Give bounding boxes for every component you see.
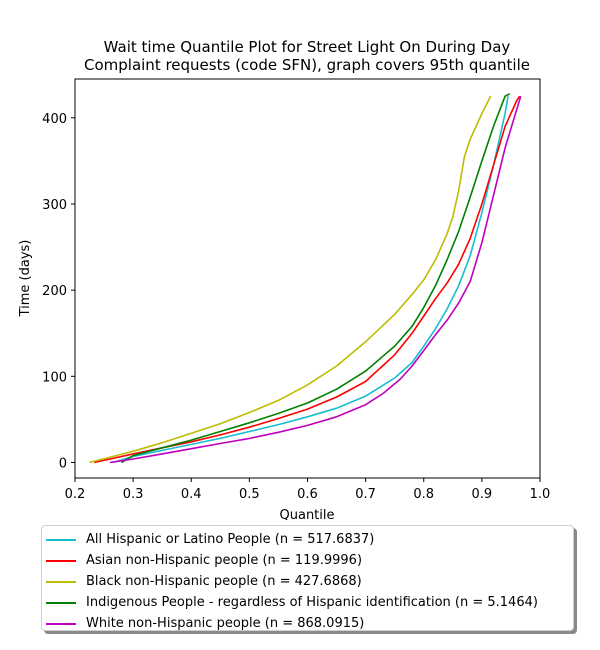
y-axis-label: Time (days) <box>18 240 33 318</box>
y-tick-label: 200 <box>42 284 67 299</box>
y-axis: 0 100 200 300 400 <box>42 112 75 471</box>
x-axis: 0.2 0.3 0.4 0.5 0.6 0.7 0.8 0.9 1.0 <box>65 478 551 502</box>
x-tick-label: 0.3 <box>123 487 144 502</box>
legend-swatch <box>46 622 76 625</box>
x-tick-label: 0.8 <box>413 487 434 502</box>
legend-label: Indigenous People - regardless of Hispan… <box>86 595 538 610</box>
legend-swatch <box>46 559 76 562</box>
series-line-5 <box>109 95 522 464</box>
chart-title-line-1: Wait time Quantile Plot for Street Light… <box>104 38 511 56</box>
legend-label: Black non-Hispanic people (n = 427.6868) <box>86 574 362 589</box>
legend-label: Asian non-Hispanic people (n = 119.9996) <box>86 553 363 568</box>
x-tick-label: 0.4 <box>181 487 202 502</box>
x-tick-label: 0.6 <box>297 487 318 502</box>
x-tick-label: 0.2 <box>65 487 86 502</box>
y-tick-label: 300 <box>42 198 67 213</box>
x-tick-label: 0.5 <box>239 487 260 502</box>
legend-swatch <box>46 538 76 541</box>
series-line-2 <box>94 95 521 464</box>
y-tick-label: 100 <box>42 370 67 385</box>
chart-legend: All Hispanic or Latino People (n = 517.6… <box>41 525 574 631</box>
legend-item: All Hispanic or Latino People (n = 517.6… <box>46 529 573 550</box>
series-line-1 <box>112 96 509 464</box>
legend-label: All Hispanic or Latino People (n = 517.6… <box>86 532 375 547</box>
x-axis-label: Quantile <box>280 508 335 520</box>
chart-svg: Wait time Quantile Plot for Street Light… <box>18 38 551 523</box>
x-tick-label: 0.9 <box>472 487 493 502</box>
legend-item: Indigenous People - regardless of Hispan… <box>46 592 573 613</box>
legend-item: White non-Hispanic people (n = 868.0915) <box>46 613 573 634</box>
legend-swatch <box>46 580 76 583</box>
plot-series <box>89 92 522 464</box>
legend-swatch <box>46 601 76 604</box>
x-tick-label: 1.0 <box>530 487 551 502</box>
y-tick-label: 400 <box>42 112 67 127</box>
legend-item: Asian non-Hispanic people (n = 119.9996) <box>46 550 573 571</box>
legend-item: Black non-Hispanic people (n = 427.6868) <box>46 571 573 592</box>
x-tick-label: 0.7 <box>355 487 376 502</box>
chart-title-line-2: Complaint requests (code SFN), graph cov… <box>84 56 530 74</box>
legend-label: White non-Hispanic people (n = 868.0915) <box>86 616 365 631</box>
series-line-3 <box>89 95 492 464</box>
y-tick-label: 0 <box>59 456 67 471</box>
series-line-4 <box>121 92 511 464</box>
